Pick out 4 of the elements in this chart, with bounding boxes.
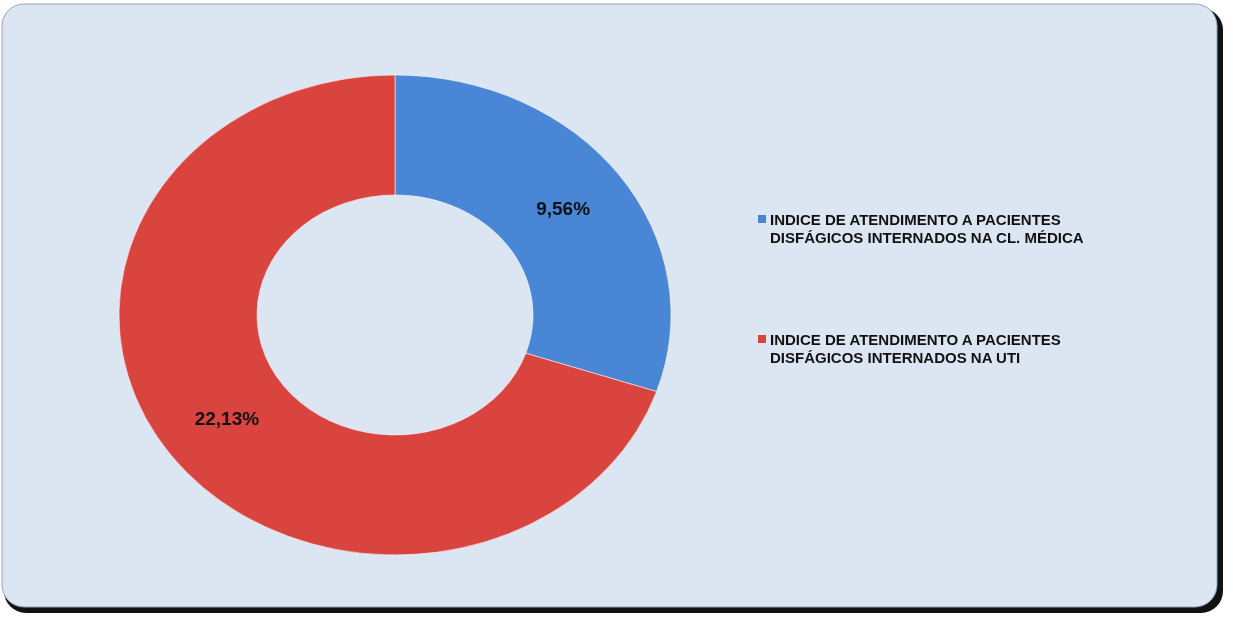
legend-label: INDICE DE ATENDIMENTO A PACIENTES DISFÁGICOS INTERNADOS NA CL. MÉDICA	[770, 211, 1084, 246]
data-label: 9,56%	[536, 197, 591, 219]
data-label: 22,13%	[194, 408, 260, 430]
legend-label: INDICE DE ATENDIMENTO A PACIENTES DISFÁGICOS INTERNADOS NA UTI	[770, 331, 1061, 366]
